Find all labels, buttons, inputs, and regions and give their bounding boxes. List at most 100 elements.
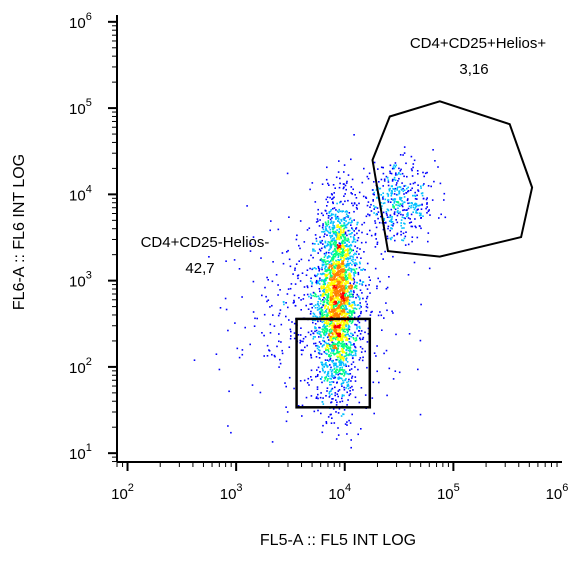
event-dot <box>288 376 291 379</box>
event-dot <box>339 361 342 363</box>
event-dot <box>333 330 336 333</box>
event-dot <box>352 236 355 238</box>
event-dot <box>334 283 337 286</box>
event-dot <box>354 245 356 248</box>
event-dot <box>405 231 407 233</box>
event-dot <box>338 246 341 248</box>
event-dot <box>317 374 319 376</box>
event-dot <box>327 314 329 316</box>
event-dot <box>329 296 332 298</box>
event-dot <box>412 206 415 209</box>
event-dot <box>332 295 335 298</box>
event-dot <box>335 241 337 244</box>
event-dot <box>365 305 368 308</box>
event-dot <box>338 276 341 278</box>
event-dot <box>335 362 337 365</box>
event-dot <box>332 226 335 229</box>
event-dot <box>420 212 422 215</box>
event-dot <box>421 192 424 194</box>
event-dot <box>337 256 340 258</box>
event-dot <box>319 236 321 238</box>
event-dot <box>314 330 316 333</box>
event-dot <box>300 299 302 301</box>
event-dot <box>338 341 341 343</box>
event-dot <box>333 349 335 351</box>
event-dot <box>328 184 330 186</box>
event-dot <box>322 261 325 263</box>
event-dot <box>434 160 436 162</box>
event-dot <box>310 330 313 332</box>
event-dot <box>341 276 344 278</box>
event-dot <box>343 251 345 254</box>
event-dot <box>338 324 341 327</box>
event-dot <box>329 272 332 275</box>
event-dot <box>354 307 356 310</box>
event-dot <box>335 312 337 315</box>
event-dot <box>337 238 339 240</box>
event-dot <box>414 203 416 205</box>
event-dot <box>317 252 319 254</box>
event-dot <box>330 370 333 373</box>
event-dot <box>354 262 357 264</box>
event-dot <box>318 248 321 251</box>
event-dot <box>342 330 345 332</box>
event-dot <box>334 376 337 379</box>
event-dot <box>312 256 314 259</box>
event-dot <box>358 229 360 232</box>
event-dot <box>269 306 271 308</box>
event-dot <box>367 213 369 216</box>
event-dot <box>373 208 375 210</box>
event-dot <box>330 337 332 339</box>
event-dot <box>342 332 344 335</box>
event-dot <box>342 248 344 251</box>
event-dot <box>341 345 344 347</box>
event-dot <box>348 394 351 397</box>
event-dot <box>339 182 341 185</box>
event-dot <box>279 309 282 311</box>
event-dot <box>193 359 196 361</box>
event-dot <box>360 428 362 430</box>
event-dot <box>325 310 327 312</box>
event-dot <box>352 188 354 191</box>
event-dot <box>320 392 322 394</box>
event-dot <box>348 291 351 294</box>
event-dot <box>377 277 379 280</box>
event-dot <box>313 248 315 251</box>
event-dot <box>327 370 330 373</box>
event-dot <box>324 240 327 243</box>
event-dot <box>335 411 337 413</box>
event-dot <box>405 162 407 165</box>
event-dot <box>325 251 328 254</box>
event-dot <box>353 238 356 241</box>
event-dot <box>319 349 321 352</box>
event-dot <box>353 234 356 236</box>
event-dot <box>334 328 336 331</box>
event-dot <box>331 360 334 362</box>
event-dot <box>407 207 410 210</box>
event-dot <box>343 300 346 303</box>
event-dot <box>402 239 405 242</box>
event-dot <box>326 316 329 319</box>
event-dot <box>338 376 340 378</box>
event-dot <box>399 173 402 176</box>
event-dot <box>326 332 328 335</box>
event-dot <box>341 261 343 264</box>
event-dot <box>355 354 357 357</box>
event-dot <box>333 308 336 310</box>
event-dot <box>372 205 375 207</box>
event-dot <box>338 231 340 234</box>
event-dot <box>349 217 352 220</box>
event-dot <box>347 254 350 257</box>
event-dot <box>331 308 333 311</box>
event-dot <box>320 343 322 345</box>
event-dot <box>332 197 334 200</box>
event-dot <box>327 300 330 302</box>
event-dot <box>329 312 332 315</box>
event-dot <box>332 311 334 314</box>
event-dot <box>346 253 348 255</box>
event-dot <box>347 238 350 241</box>
event-dot <box>342 326 344 329</box>
event-dot <box>331 319 333 321</box>
event-dot <box>323 340 326 343</box>
event-dot <box>346 347 349 350</box>
